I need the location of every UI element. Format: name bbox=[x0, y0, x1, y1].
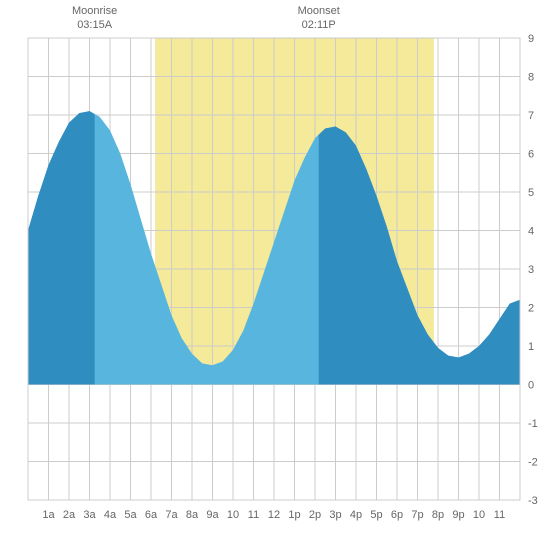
y-tick-label: -2 bbox=[528, 457, 538, 469]
x-tick-label: 9p bbox=[452, 509, 464, 521]
y-tick-label: 8 bbox=[528, 72, 534, 84]
y-tick-label: -3 bbox=[528, 495, 538, 507]
annotation-time: 02:11P bbox=[302, 19, 336, 31]
x-tick-label: 2a bbox=[63, 509, 76, 521]
x-tick-label: 1p bbox=[288, 509, 300, 521]
y-tick-label: 0 bbox=[528, 380, 534, 392]
x-tick-label: 3p bbox=[329, 509, 341, 521]
y-tick-label: 1 bbox=[528, 341, 534, 353]
y-tick-label: 3 bbox=[528, 264, 534, 276]
x-tick-label: 3a bbox=[83, 509, 96, 521]
annotation-label: Moonrise bbox=[72, 5, 117, 17]
annotation-label: Moonset bbox=[298, 5, 340, 17]
x-tick-label: 6a bbox=[145, 509, 158, 521]
x-tick-label: 11 bbox=[494, 509, 505, 521]
x-tick-label: 7p bbox=[411, 509, 423, 521]
x-tick-label: 2p bbox=[309, 509, 321, 521]
x-tick-label: 4p bbox=[350, 509, 362, 521]
tide-chart: -3-2-101234567891a2a3a4a5a6a7a8a9a101112… bbox=[0, 0, 550, 550]
y-tick-label: 5 bbox=[528, 187, 534, 199]
x-tick-label: 5a bbox=[124, 509, 137, 521]
y-tick-label: 6 bbox=[528, 149, 534, 161]
chart-svg: -3-2-101234567891a2a3a4a5a6a7a8a9a101112… bbox=[0, 0, 550, 550]
y-tick-label: 7 bbox=[528, 110, 534, 122]
x-tick-label: 12 bbox=[268, 509, 280, 521]
x-tick-label: 6p bbox=[391, 509, 403, 521]
y-tick-label: -1 bbox=[528, 418, 538, 430]
x-tick-label: 10 bbox=[473, 509, 485, 521]
y-tick-label: 2 bbox=[528, 303, 534, 315]
x-tick-label: 8a bbox=[186, 509, 199, 521]
x-tick-label: 1a bbox=[42, 509, 55, 521]
y-tick-label: 9 bbox=[528, 33, 534, 45]
x-tick-label: 10 bbox=[227, 509, 239, 521]
x-tick-label: 5p bbox=[370, 509, 382, 521]
x-tick-label: 11 bbox=[248, 509, 259, 521]
annotation-time: 03:15A bbox=[77, 19, 113, 31]
x-tick-label: 7a bbox=[165, 509, 178, 521]
x-tick-label: 4a bbox=[104, 509, 117, 521]
y-tick-label: 4 bbox=[528, 226, 534, 238]
x-tick-label: 8p bbox=[432, 509, 444, 521]
x-tick-label: 9a bbox=[206, 509, 219, 521]
